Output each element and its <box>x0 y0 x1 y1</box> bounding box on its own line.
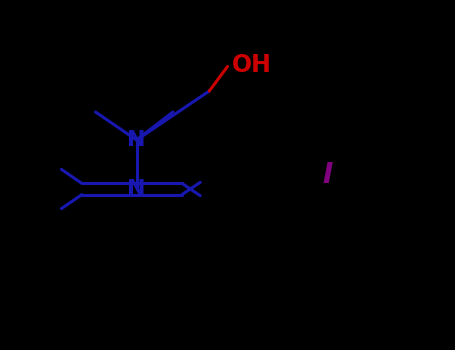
Text: N: N <box>127 179 146 199</box>
Text: OH: OH <box>232 53 272 77</box>
Text: I: I <box>323 161 333 189</box>
Text: N: N <box>127 130 146 150</box>
